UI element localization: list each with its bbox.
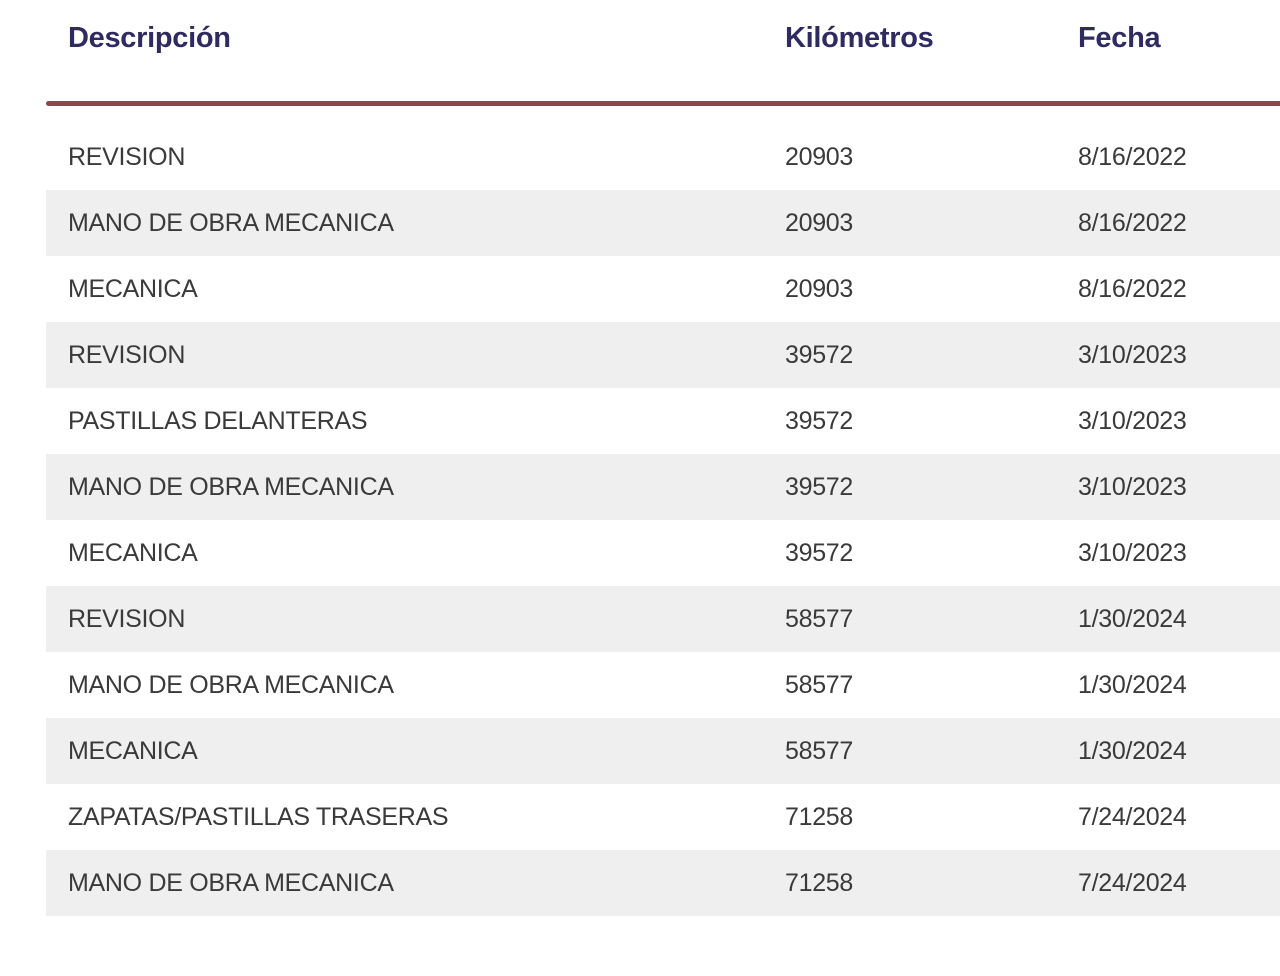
date-cell: 8/16/2022 <box>1078 142 1187 171</box>
table-row: MECANICA 20903 8/16/2022 <box>46 256 1280 322</box>
header-divider <box>46 101 1280 106</box>
date-cell: 8/16/2022 <box>1078 208 1187 237</box>
description-cell: REVISION <box>68 340 186 369</box>
column-header-fecha: Fecha <box>1078 22 1161 54</box>
description-cell: MECANICA <box>68 274 198 303</box>
description-cell: REVISION <box>68 604 186 633</box>
table-row: MECANICA 39572 3/10/2023 <box>46 520 1280 586</box>
table-row: MANO DE OBRA MECANICA 20903 8/16/2022 <box>46 190 1280 256</box>
description-cell: PASTILLAS DELANTERAS <box>68 406 368 435</box>
column-header-kilometros: Kilómetros <box>785 22 934 54</box>
kilometers-cell: 58577 <box>785 736 854 765</box>
table-row: PASTILLAS DELANTERAS 39572 3/10/2023 <box>46 388 1280 454</box>
kilometers-cell: 39572 <box>785 406 854 435</box>
table-row: REVISION 58577 1/30/2024 <box>46 586 1280 652</box>
kilometers-cell: 20903 <box>785 142 854 171</box>
kilometers-cell: 71258 <box>785 802 854 831</box>
kilometers-cell: 20903 <box>785 208 854 237</box>
kilometers-cell: 58577 <box>785 670 854 699</box>
table-row: ZAPATAS/PASTILLAS TRASERAS 71258 7/24/20… <box>46 784 1280 850</box>
description-cell: MANO DE OBRA MECANICA <box>68 670 394 699</box>
table-row: MANO DE OBRA MECANICA 71258 7/24/2024 <box>46 850 1280 916</box>
description-cell: MANO DE OBRA MECANICA <box>68 868 394 897</box>
date-cell: 1/30/2024 <box>1078 670 1187 699</box>
date-cell: 3/10/2023 <box>1078 406 1187 435</box>
column-header-descripcion: Descripción <box>68 22 231 54</box>
date-cell: 3/10/2023 <box>1078 340 1187 369</box>
table-row: REVISION 20903 8/16/2022 <box>46 124 1280 190</box>
kilometers-cell: 39572 <box>785 340 854 369</box>
table-row: MANO DE OBRA MECANICA 58577 1/30/2024 <box>46 652 1280 718</box>
table-row: MECANICA 58577 1/30/2024 <box>46 718 1280 784</box>
date-cell: 1/30/2024 <box>1078 604 1187 633</box>
kilometers-cell: 58577 <box>785 604 854 633</box>
kilometers-cell: 39572 <box>785 472 854 501</box>
kilometers-cell: 39572 <box>785 538 854 567</box>
description-cell: MANO DE OBRA MECANICA <box>68 472 394 501</box>
kilometers-cell: 20903 <box>785 274 854 303</box>
description-cell: ZAPATAS/PASTILLAS TRASERAS <box>68 802 449 831</box>
description-cell: MANO DE OBRA MECANICA <box>68 208 394 237</box>
table-body: REVISION 20903 8/16/2022 MANO DE OBRA ME… <box>0 124 1280 916</box>
date-cell: 8/16/2022 <box>1078 274 1187 303</box>
table-header: Descripción Kilómetros Fecha <box>46 22 1280 55</box>
date-cell: 3/10/2023 <box>1078 472 1187 501</box>
description-cell: MECANICA <box>68 538 198 567</box>
table-row: REVISION 39572 3/10/2023 <box>46 322 1280 388</box>
date-cell: 7/24/2024 <box>1078 868 1187 897</box>
description-cell: MECANICA <box>68 736 198 765</box>
description-cell: REVISION <box>68 142 186 171</box>
date-cell: 3/10/2023 <box>1078 538 1187 567</box>
kilometers-cell: 71258 <box>785 868 854 897</box>
date-cell: 1/30/2024 <box>1078 736 1187 765</box>
table-row: MANO DE OBRA MECANICA 39572 3/10/2023 <box>46 454 1280 520</box>
date-cell: 7/24/2024 <box>1078 802 1187 831</box>
